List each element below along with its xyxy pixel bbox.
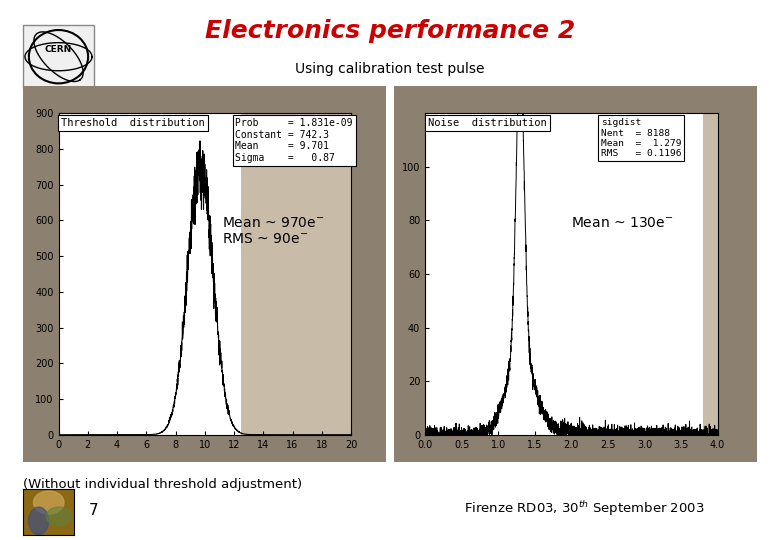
Text: Mean ~ 130e$^{-}$: Mean ~ 130e$^{-}$ (571, 216, 674, 230)
FancyBboxPatch shape (23, 25, 94, 88)
Text: (Without individual threshold adjustment): (Without individual threshold adjustment… (23, 478, 303, 491)
Ellipse shape (34, 491, 64, 514)
Text: 7: 7 (89, 503, 98, 518)
Text: sigdist
Nent  = 8188
Mean  =  1.279
RMS   = 0.1196: sigdist Nent = 8188 Mean = 1.279 RMS = 0… (601, 118, 681, 158)
Text: Using calibration test pulse: Using calibration test pulse (296, 62, 484, 76)
Text: Noise  distribution: Noise distribution (428, 118, 547, 128)
Bar (241, 113, 351, 435)
Text: Mean ~ 970e$^{-}$
RMS ~ 90e$^{-}$: Mean ~ 970e$^{-}$ RMS ~ 90e$^{-}$ (222, 216, 324, 246)
Ellipse shape (46, 507, 72, 525)
Text: Prob     = 1.831e-09
Constant = 742.3
Mean     = 9.701
Sigma    =   0.87: Prob = 1.831e-09 Constant = 742.3 Mean =… (236, 118, 353, 163)
Text: Threshold  distribution: Threshold distribution (62, 118, 205, 128)
Text: Electronics performance 2: Electronics performance 2 (205, 19, 575, 43)
Bar (703, 113, 718, 435)
Text: Firenze RD03, 30$^{th}$ September 2003: Firenze RD03, 30$^{th}$ September 2003 (464, 500, 704, 518)
Text: CERN: CERN (45, 45, 72, 54)
Ellipse shape (28, 507, 48, 535)
